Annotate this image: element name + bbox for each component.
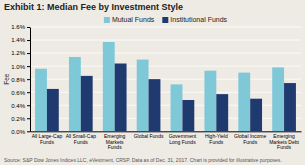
bar — [238, 73, 250, 132]
x-tick: Global Funds — [134, 133, 164, 139]
grid-line — [30, 27, 301, 28]
legend-item: Institutional Funds — [162, 16, 227, 23]
bar — [171, 84, 183, 131]
x-tick-label-line: Funds — [108, 144, 122, 150]
x-tick-label-line: Funds — [209, 139, 223, 145]
x-tick: All Large-CapFunds — [32, 133, 63, 145]
bar — [115, 64, 127, 132]
grid-line — [30, 40, 301, 41]
y-tick-label: 0.0% — [11, 129, 25, 135]
y-tick-label: 0.2% — [11, 116, 25, 122]
chart: Exhibit 1: Median Fee by Investment Styl… — [0, 0, 305, 165]
legend-label: Mutual Funds — [112, 16, 155, 23]
x-tick: GovernmentLong Funds — [169, 133, 197, 145]
bar — [182, 100, 194, 131]
y-tick-label: 0.6% — [11, 90, 25, 96]
y-tick-mark — [27, 53, 30, 54]
x-tick: EmergingMarketsFunds — [104, 133, 126, 151]
bar — [284, 83, 296, 131]
x-tick-label: Global IncomeFunds — [234, 133, 266, 145]
legend: Mutual Funds Institutional Funds — [104, 16, 228, 23]
y-tick-mark — [27, 92, 30, 93]
bar-series — [47, 64, 296, 132]
x-tick-label: Global Funds — [134, 133, 164, 139]
background — [0, 0, 305, 165]
bar — [137, 60, 149, 132]
y-tick-mark — [27, 105, 30, 106]
y-tick: 0.4% — [11, 103, 30, 109]
x-tick-label-line: Global Funds — [134, 133, 164, 139]
y-tick-mark — [27, 27, 30, 28]
x-tick-label-line: Funds — [277, 144, 291, 150]
bar — [204, 71, 216, 132]
bar — [35, 69, 47, 132]
x-tick-label: All Small-CapFunds — [66, 133, 97, 145]
y-tick: 0.0% — [11, 129, 30, 135]
title: Exhibit 1: Median Fee by Investment Styl… — [4, 2, 183, 12]
legend-item: Mutual Funds — [104, 16, 155, 23]
bar — [81, 76, 93, 131]
y-tick-label: 1.6% — [11, 24, 25, 30]
bar — [216, 94, 228, 131]
x-tick: Global IncomeFunds — [234, 133, 266, 145]
y-axis: 0.0% 0.2% 0.4% 0.6% 0.8% 1.0% 1.2% 1.4% 1.6% — [11, 24, 30, 134]
x-tick-label-line: Long Funds — [169, 139, 196, 145]
source-note: Source: S&P Dow Jones Indices LLC, eVest… — [4, 157, 282, 163]
y-axis-line — [30, 28, 31, 132]
legend-swatch — [162, 17, 168, 23]
bar — [149, 79, 161, 131]
x-tick-label-line: Funds — [74, 139, 88, 145]
y-tick: 1.6% — [11, 24, 30, 30]
y-tick: 1.4% — [11, 37, 30, 43]
x-tick-label: EmergingMarketsFunds — [104, 133, 126, 151]
bar — [47, 89, 59, 131]
legend-label: Institutional Funds — [170, 16, 227, 23]
y-tick-label: 1.0% — [11, 64, 25, 70]
x-tick-label-line: Funds — [40, 139, 54, 145]
grid-line — [30, 53, 301, 54]
bar — [103, 42, 115, 131]
x-tick-label: GovernmentLong Funds — [169, 133, 197, 145]
y-tick: 0.8% — [11, 77, 30, 83]
y-tick-mark — [27, 79, 30, 80]
bar — [250, 99, 262, 132]
y-tick: 1.0% — [11, 64, 30, 70]
y-tick: 0.2% — [11, 116, 30, 122]
y-tick-mark — [27, 66, 30, 67]
y-axis-title: Fee — [3, 73, 10, 85]
y-tick-label: 1.4% — [11, 37, 25, 43]
y-tick-label: 1.2% — [11, 50, 25, 56]
x-axis: All Large-CapFundsAll Small-CapFunds Emer… — [31, 132, 302, 151]
x-tick-label: All Large-CapFunds — [32, 133, 63, 145]
y-tick: 1.2% — [11, 50, 30, 56]
x-tick-label: High-YieldFunds — [205, 133, 228, 145]
grid — [30, 27, 301, 131]
x-tick: All Small-CapFunds — [66, 133, 97, 145]
x-tick-label: EmergingMarkets DebtFunds — [269, 133, 299, 151]
legend-swatch — [104, 17, 110, 23]
y-tick-mark — [27, 131, 30, 132]
bar — [272, 67, 284, 131]
bar — [69, 57, 81, 131]
x-tick-label-line: Funds — [243, 139, 257, 145]
y-tick-mark — [27, 40, 30, 41]
y-tick-label: 0.4% — [11, 103, 25, 109]
y-tick: 0.6% — [11, 90, 30, 96]
bars — [35, 42, 296, 131]
source-line: Source: S&P Dow Jones Indices LLC, eVest… — [4, 157, 282, 163]
y-tick-mark — [27, 118, 30, 119]
x-tick: EmergingMarkets DebtFunds — [269, 133, 299, 151]
x-tick: High-YieldFunds — [205, 133, 228, 145]
y-tick-label: 0.8% — [11, 77, 25, 83]
bar-series — [35, 42, 284, 131]
